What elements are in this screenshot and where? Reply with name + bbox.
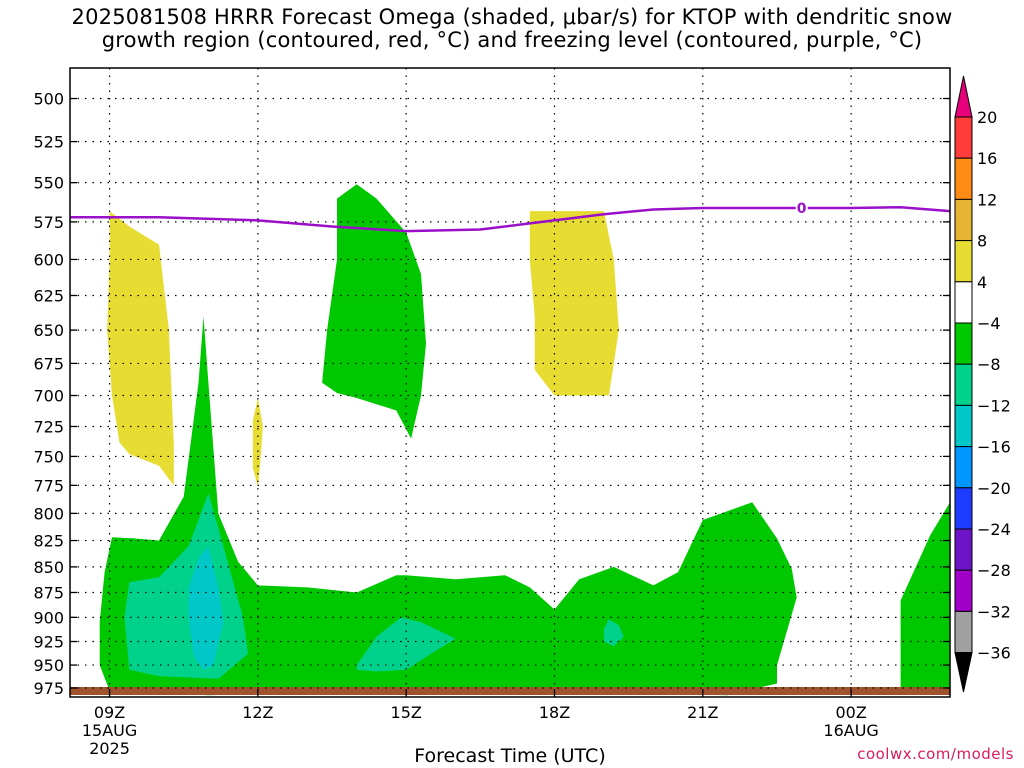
colorbar-bin-2 bbox=[954, 157, 973, 200]
y-tick-label-525: 525 bbox=[33, 133, 64, 152]
colorbar-label-11: −24 bbox=[977, 520, 1011, 539]
y-tick-label-600: 600 bbox=[33, 250, 64, 269]
x-tick-label-09Z: 09Z bbox=[94, 703, 125, 722]
colorbar-bin-6 bbox=[954, 322, 973, 365]
y-tick-label-775: 775 bbox=[33, 476, 64, 495]
colorbar-label-13: −32 bbox=[977, 602, 1011, 621]
colorbar-label-12: −28 bbox=[977, 561, 1011, 580]
y-tick-label-625: 625 bbox=[33, 286, 64, 305]
x-tick-label-18Z: 18Z bbox=[539, 703, 570, 722]
colorbar-label-7: −8 bbox=[977, 355, 1001, 374]
x-tick-label-15Z: 15Z bbox=[391, 703, 422, 722]
y-tick-label-575: 575 bbox=[33, 213, 64, 232]
x-tick-sublabel-15AUG: 15AUG bbox=[82, 721, 137, 740]
omega-region-10 bbox=[529, 211, 619, 396]
y-tick-label-800: 800 bbox=[33, 504, 64, 523]
y-tick-label-925: 925 bbox=[33, 633, 64, 652]
omega-region-3 bbox=[900, 502, 950, 688]
y-tick-label-500: 500 bbox=[33, 90, 64, 109]
omega-region-1 bbox=[99, 316, 797, 696]
colorbar-bin-3 bbox=[954, 198, 973, 242]
colorbar-bin-7 bbox=[954, 363, 973, 406]
freezing-level-contour-label: 0 bbox=[797, 201, 807, 217]
y-tick-label-550: 550 bbox=[33, 174, 64, 193]
omega-region-5 bbox=[356, 617, 456, 672]
colorbar-label-9: −16 bbox=[977, 438, 1011, 457]
omega-region-9 bbox=[252, 398, 263, 487]
colorbar-label-4: 8 bbox=[977, 232, 987, 251]
x-tick-label-00Z: 00Z bbox=[835, 703, 866, 722]
colorbar-label-2: 16 bbox=[977, 149, 997, 168]
omega-region-7 bbox=[188, 545, 224, 670]
plot-frame bbox=[69, 67, 951, 698]
y-tick-label-850: 850 bbox=[33, 558, 64, 577]
y-tick-label-975: 975 bbox=[33, 679, 64, 698]
omega-region-2 bbox=[322, 184, 426, 439]
omega-region-8 bbox=[107, 211, 174, 486]
chart-title-line2: growth region (contoured, red, °C) and f… bbox=[101, 28, 923, 52]
colorbar-bin-9 bbox=[954, 446, 973, 489]
y-tick-label-900: 900 bbox=[33, 608, 64, 627]
colorbar-bin-4 bbox=[954, 240, 973, 283]
colorbar-label-1: 20 bbox=[977, 108, 997, 127]
colorbar-label-6: −4 bbox=[977, 314, 1001, 333]
freezing-level-contour bbox=[70, 205, 950, 233]
chart-title-line1: 2025081508 HRRR Forecast Omega (shaded, … bbox=[71, 5, 953, 29]
x-tick-sublabel-2025: 2025 bbox=[89, 739, 130, 758]
colorbar-bin-12 bbox=[954, 569, 973, 612]
colorbar: 20 16 12 8 4 −4 −8 −12 −16 −20 −24 −28 −32 −36 bbox=[954, 75, 1011, 693]
x-tick-label-12Z: 12Z bbox=[242, 703, 273, 722]
y-tick-label-675: 675 bbox=[33, 354, 64, 373]
colorbar-bin-10 bbox=[954, 487, 973, 530]
freezing-level-label-group: 0 bbox=[795, 199, 808, 217]
colorbar-bottom-arrow bbox=[954, 652, 973, 693]
y-axis-ticks: 500 525 550 575 600 625 650 675 700 725 750 775 800 8… bbox=[33, 90, 950, 698]
freezing-label-bg bbox=[795, 199, 808, 215]
x-tick-sublabel-16AUG: 16AUG bbox=[823, 721, 878, 740]
colorbar-label-14: −36 bbox=[977, 644, 1011, 663]
x-tick-label-21Z: 21Z bbox=[687, 703, 718, 722]
y-tick-label-700: 700 bbox=[33, 387, 64, 406]
chart-title: 2025081508 HRRR Forecast Omega (shaded, … bbox=[0, 6, 1024, 52]
ground-strip bbox=[70, 687, 950, 695]
colorbar-label-5: 4 bbox=[977, 273, 987, 292]
y-tick-label-825: 825 bbox=[33, 532, 64, 551]
y-tick-label-750: 750 bbox=[33, 447, 64, 466]
colorbar-top-arrow bbox=[954, 75, 973, 118]
source-credit: coolwx.com/models bbox=[857, 745, 1014, 763]
omega-region-6 bbox=[603, 619, 624, 647]
omega-shading-layer bbox=[99, 184, 950, 696]
colorbar-label-10: −20 bbox=[977, 479, 1011, 498]
y-tick-label-950: 950 bbox=[33, 656, 64, 675]
colorbar-label-8: −12 bbox=[977, 396, 1011, 415]
x-axis-title: Forecast Time (UTC) bbox=[414, 745, 606, 767]
colorbar-bin-13 bbox=[954, 610, 973, 654]
y-tick-label-875: 875 bbox=[33, 583, 64, 602]
colorbar-bin-5 bbox=[954, 281, 973, 324]
colorbar-bin-1 bbox=[954, 116, 973, 159]
colorbar-label-3: 12 bbox=[977, 190, 997, 209]
y-tick-label-650: 650 bbox=[33, 321, 64, 340]
colorbar-bin-11 bbox=[954, 528, 973, 571]
colorbar-bin-8 bbox=[954, 404, 973, 448]
y-tick-label-725: 725 bbox=[33, 417, 64, 436]
